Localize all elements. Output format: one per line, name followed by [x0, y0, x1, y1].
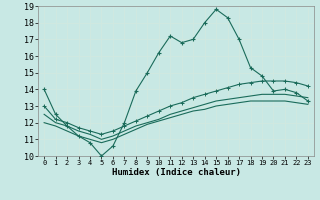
X-axis label: Humidex (Indice chaleur): Humidex (Indice chaleur) [111, 168, 241, 177]
